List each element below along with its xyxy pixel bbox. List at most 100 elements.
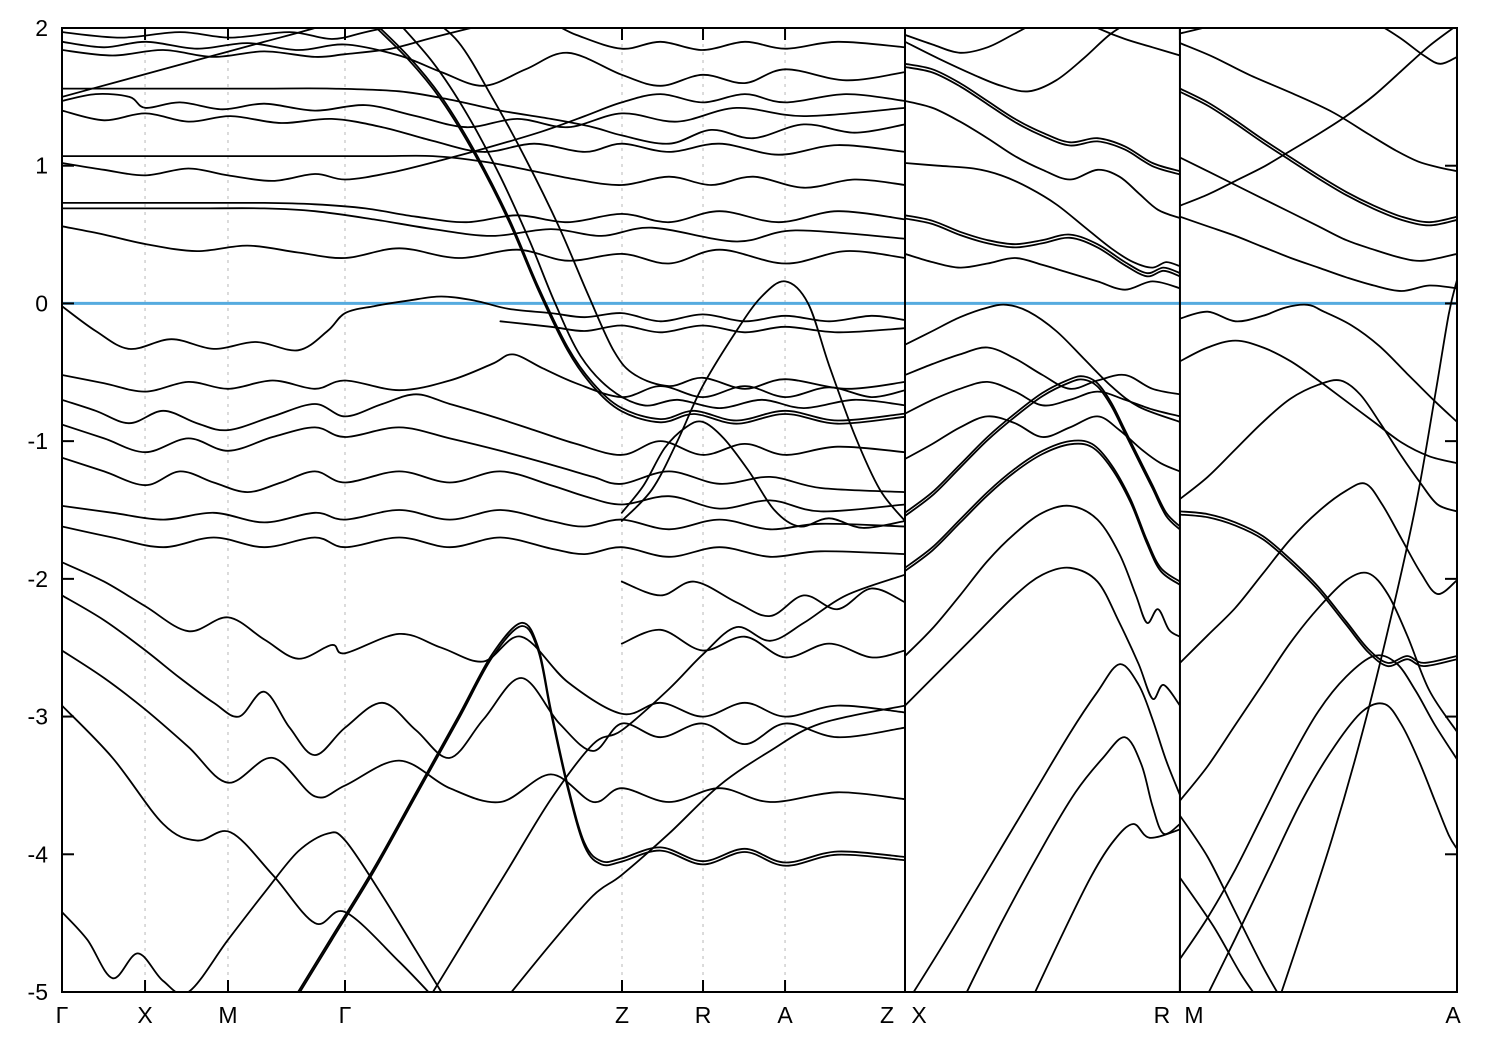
band-curve <box>62 28 905 58</box>
band-curve <box>62 154 905 189</box>
band-curve <box>62 93 905 129</box>
band-curve <box>62 423 905 493</box>
k-point-label: M <box>218 1002 237 1028</box>
y-tick-label: 2 <box>35 15 48 41</box>
band-curve <box>904 100 1180 219</box>
k-point-label: Z <box>615 1002 629 1028</box>
panel-M-A <box>1179 28 1457 992</box>
band-curve <box>904 504 1180 657</box>
band-curve <box>62 28 388 40</box>
band-curve <box>620 580 905 617</box>
band-curve <box>965 736 1180 992</box>
band-curve <box>62 456 905 513</box>
y-tick-label: -3 <box>28 704 48 730</box>
y-tick-label: -1 <box>28 428 48 454</box>
band-curve <box>402 28 905 409</box>
band-curve <box>904 214 1180 275</box>
band-curve <box>904 66 1180 176</box>
y-tick-label: 1 <box>35 153 48 179</box>
band-curve <box>378 28 905 422</box>
band-curve <box>431 573 905 992</box>
band-curve <box>620 420 905 529</box>
band-curve <box>62 201 905 224</box>
band-curve <box>1179 90 1457 227</box>
plot-border <box>61 27 1458 993</box>
panel-G-X-M-G-Z-R-A-Z <box>62 28 905 992</box>
band-curve <box>904 378 1180 531</box>
band-curve <box>904 380 1180 418</box>
band-curve <box>62 704 430 992</box>
band-curve <box>1179 379 1457 513</box>
band-curve <box>298 625 905 992</box>
k-point-label: X <box>137 1002 152 1028</box>
band-curve <box>1034 823 1180 992</box>
band-curve <box>1179 42 1457 173</box>
band-curve <box>620 628 905 659</box>
band-curve <box>1280 279 1457 992</box>
band-curve <box>510 704 905 992</box>
k-point-label: X <box>911 1002 926 1028</box>
band-curve <box>904 162 1180 269</box>
band-curve <box>620 280 905 522</box>
band-curve <box>62 649 905 804</box>
band-curve <box>1179 28 1207 35</box>
panel-X-R <box>904 28 1180 992</box>
k-point-label: A <box>777 1002 793 1028</box>
band-curve <box>912 663 1180 992</box>
band-curve <box>904 303 1180 423</box>
band-curve <box>904 62 1180 173</box>
band-curve <box>1179 87 1457 224</box>
band-curve <box>904 566 1180 707</box>
y-tick-label: -4 <box>28 841 49 867</box>
band-curve <box>1179 303 1457 423</box>
band-curve <box>1179 28 1455 207</box>
y-tick-label: 0 <box>35 290 48 316</box>
band-curve <box>62 393 905 456</box>
k-point-label: M <box>1184 1002 1203 1028</box>
band-curve <box>1179 156 1457 262</box>
band-curve <box>1179 513 1457 668</box>
band-curve <box>442 28 905 390</box>
band-curve <box>904 28 1180 57</box>
band-curve <box>904 28 1122 93</box>
band-curve <box>1179 654 1457 960</box>
band-curve <box>1179 876 1255 992</box>
band-curve <box>62 831 443 992</box>
band-curve <box>904 442 1180 586</box>
band-curve <box>62 594 905 759</box>
band-curve <box>375 28 905 425</box>
band-curve <box>904 415 1180 473</box>
band-curve <box>1179 510 1457 664</box>
band-curve <box>62 109 905 156</box>
band-curve <box>1179 814 1279 992</box>
band-curve <box>1207 702 1457 992</box>
band-curve <box>62 87 905 145</box>
band-curve <box>904 375 1180 528</box>
band-curve <box>499 320 905 334</box>
y-tick-label: -5 <box>28 979 48 1005</box>
band-curve <box>62 353 905 399</box>
band-curve <box>1179 571 1457 802</box>
band-curve <box>62 561 905 718</box>
k-point-label: R <box>1154 1002 1171 1028</box>
band-curve <box>1179 339 1457 465</box>
band-curve <box>904 253 1180 291</box>
band-curve <box>904 346 1180 396</box>
band-curve <box>62 207 905 243</box>
band-curve <box>904 439 1180 583</box>
k-point-label: A <box>1445 1002 1461 1028</box>
band-curve <box>62 505 905 531</box>
k-point-label: R <box>695 1002 712 1028</box>
band-curve <box>62 93 905 182</box>
k-point-label: Γ <box>56 1002 69 1028</box>
band-curve <box>904 217 1180 278</box>
band-curve <box>62 225 905 265</box>
band-curve <box>1382 28 1457 65</box>
y-tick-label: -2 <box>28 566 48 592</box>
band-curve <box>1179 482 1457 664</box>
band-curve <box>1179 215 1457 292</box>
k-point-label: Γ <box>339 1002 352 1028</box>
band-curve <box>62 525 905 558</box>
